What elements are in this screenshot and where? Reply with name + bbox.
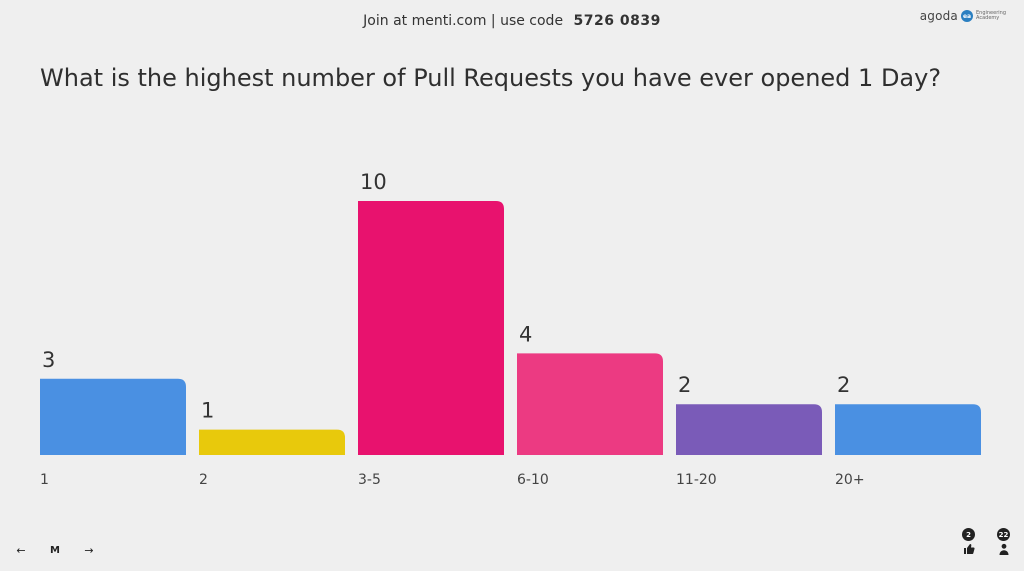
join-instructions: Join at menti.com | use code 5726 0839 bbox=[0, 13, 1024, 29]
reactions-count: 2 bbox=[962, 528, 975, 541]
mentimeter-logo-icon[interactable]: M bbox=[50, 544, 60, 556]
value-label: 1 bbox=[201, 399, 214, 423]
reactions-stat[interactable]: 2 bbox=[962, 528, 975, 555]
participants-stat[interactable]: 22 bbox=[997, 528, 1010, 555]
category-label: 1 bbox=[40, 472, 49, 488]
brand-logo: agoda ea Engineering Academy bbox=[920, 9, 1010, 23]
value-label: 2 bbox=[837, 373, 850, 397]
value-label: 4 bbox=[519, 322, 532, 346]
category-label: 20+ bbox=[835, 472, 865, 488]
brand-subtitle: Engineering Academy bbox=[976, 10, 1006, 21]
next-slide-button[interactable]: → bbox=[84, 543, 94, 557]
bar-11-20 bbox=[676, 404, 822, 455]
bar-3-5 bbox=[358, 201, 504, 455]
previous-slide-button[interactable]: ← bbox=[16, 543, 26, 557]
join-code: 5726 0839 bbox=[573, 13, 661, 29]
bar-6-10 bbox=[517, 353, 663, 455]
value-label: 3 bbox=[42, 348, 55, 372]
participants-count: 22 bbox=[997, 528, 1010, 541]
bar-2 bbox=[199, 429, 345, 455]
bar-1 bbox=[40, 378, 186, 455]
category-label: 11-20 bbox=[676, 472, 717, 488]
thumbs-up-icon bbox=[963, 544, 975, 554]
category-label: 2 bbox=[199, 472, 208, 488]
slide-navigation: ← M → bbox=[14, 543, 96, 557]
value-label: 10 bbox=[360, 170, 387, 194]
brand-badge-icon: ea bbox=[961, 10, 973, 22]
audience-stats: 2 22 bbox=[962, 528, 1010, 555]
value-label: 2 bbox=[678, 373, 691, 397]
bar-20+ bbox=[835, 404, 981, 455]
brand-name: agoda bbox=[919, 9, 958, 23]
category-label: 6-10 bbox=[517, 472, 549, 488]
person-icon bbox=[999, 543, 1008, 555]
question-title: What is the highest number of Pull Reque… bbox=[40, 64, 942, 92]
category-label: 3-5 bbox=[358, 472, 381, 488]
join-text: Join at menti.com | use code bbox=[363, 13, 564, 29]
